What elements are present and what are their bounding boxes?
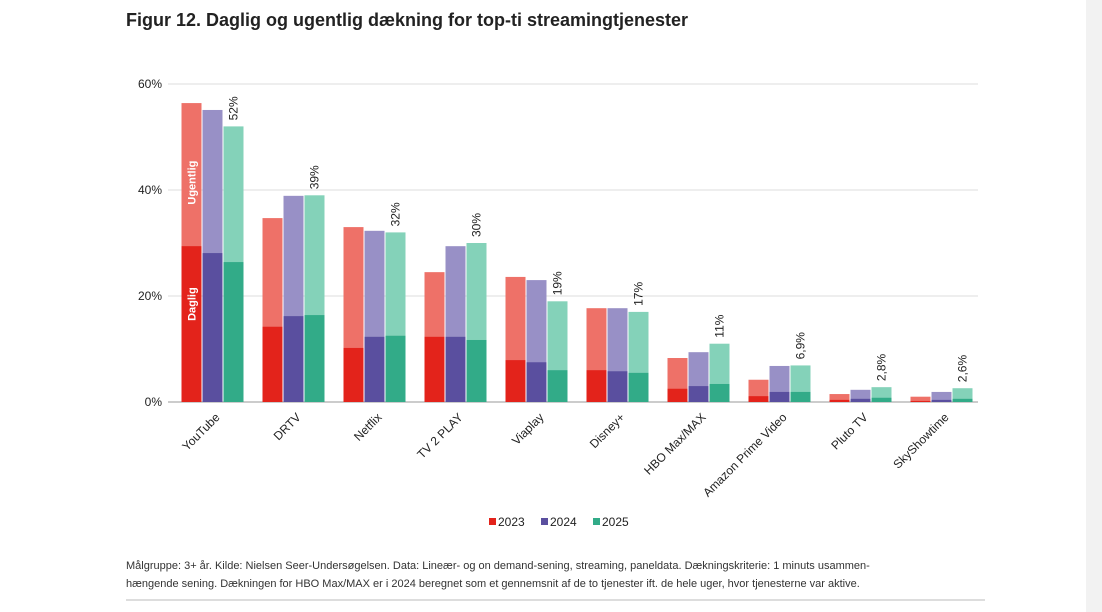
- daily-bar: [262, 326, 283, 402]
- y-tick-label: 40%: [138, 183, 162, 197]
- x-tick-label: Amazon Prime Video: [700, 410, 790, 500]
- value-label: 17%: [632, 282, 646, 306]
- daily-bar: [283, 316, 304, 402]
- x-tick-label: DRTV: [271, 410, 304, 443]
- note: Målgruppe: 3+ år. Kilde: Nielsen Seer-Un…: [126, 560, 870, 572]
- x-tick-label: TV 2 PLAY: [414, 410, 465, 461]
- chart-title: Figur 12. Daglig og ugentlig dækning for…: [126, 10, 688, 30]
- legend-label: 2023: [498, 515, 525, 529]
- daily-bar: [304, 315, 325, 402]
- daily-bar: [748, 396, 769, 402]
- daily-bar: [445, 336, 466, 402]
- x-tick-label: SkyShowtime: [890, 410, 952, 472]
- value-label: 30%: [470, 213, 484, 237]
- measure-label: Ugentlig: [187, 161, 199, 205]
- daily-bar: [181, 246, 202, 402]
- y-tick-label: 0%: [145, 395, 163, 409]
- measure-label: Daglig: [187, 287, 199, 321]
- value-label: 2,6%: [956, 355, 970, 383]
- daily-bar: [505, 360, 526, 402]
- daily-bar: [790, 391, 811, 402]
- x-tick-label: Netflix: [351, 410, 384, 443]
- note: hængende sening. Dækningen for HBO Max/M…: [126, 578, 860, 590]
- daily-bar: [202, 253, 223, 402]
- daily-bar: [424, 336, 445, 402]
- legend-label: 2024: [550, 515, 577, 529]
- legend-label: 2025: [602, 515, 629, 529]
- daily-bar: [871, 397, 892, 402]
- daily-bar: [607, 371, 628, 402]
- weekly-bar: [829, 394, 850, 402]
- legend-swatch: [541, 518, 548, 525]
- side-strip: [1086, 0, 1102, 612]
- weekly-bar: [952, 388, 973, 402]
- y-tick-label: 20%: [138, 289, 162, 303]
- x-tick-label: Disney+: [587, 410, 628, 451]
- daily-bar: [343, 347, 364, 402]
- daily-bar: [466, 339, 487, 402]
- legend-swatch: [593, 518, 600, 525]
- x-tick-label: Viaplay: [509, 410, 547, 448]
- x-tick-label: HBO Max/MAX: [641, 410, 708, 477]
- value-label: 39%: [308, 165, 322, 189]
- daily-bar: [952, 398, 973, 402]
- value-label: 19%: [551, 271, 565, 295]
- daily-bar: [931, 399, 952, 402]
- value-label: 52%: [227, 96, 241, 120]
- daily-bar: [223, 262, 244, 402]
- daily-bar: [586, 370, 607, 402]
- weekly-bar: [910, 396, 931, 402]
- daily-bar: [667, 388, 688, 402]
- legend-swatch: [489, 518, 496, 525]
- daily-bar: [547, 370, 568, 402]
- daily-bar: [364, 336, 385, 402]
- daily-bar: [526, 362, 547, 402]
- daily-bar: [910, 400, 931, 402]
- x-tick-label: YouTube: [179, 410, 222, 453]
- daily-bar: [385, 335, 406, 402]
- value-label: 6,9%: [794, 332, 808, 360]
- daily-bar: [709, 383, 730, 402]
- daily-bar: [829, 399, 850, 402]
- value-label: 32%: [389, 202, 403, 226]
- daily-bar: [688, 386, 709, 402]
- value-label: 11%: [713, 314, 727, 337]
- value-label: 2,8%: [875, 353, 889, 381]
- daily-bar: [850, 398, 871, 402]
- weekly-bar: [931, 391, 952, 402]
- daily-bar: [628, 372, 649, 402]
- y-tick-label: 60%: [138, 77, 162, 91]
- daily-bar: [769, 391, 790, 402]
- x-tick-label: Pluto TV: [828, 410, 870, 452]
